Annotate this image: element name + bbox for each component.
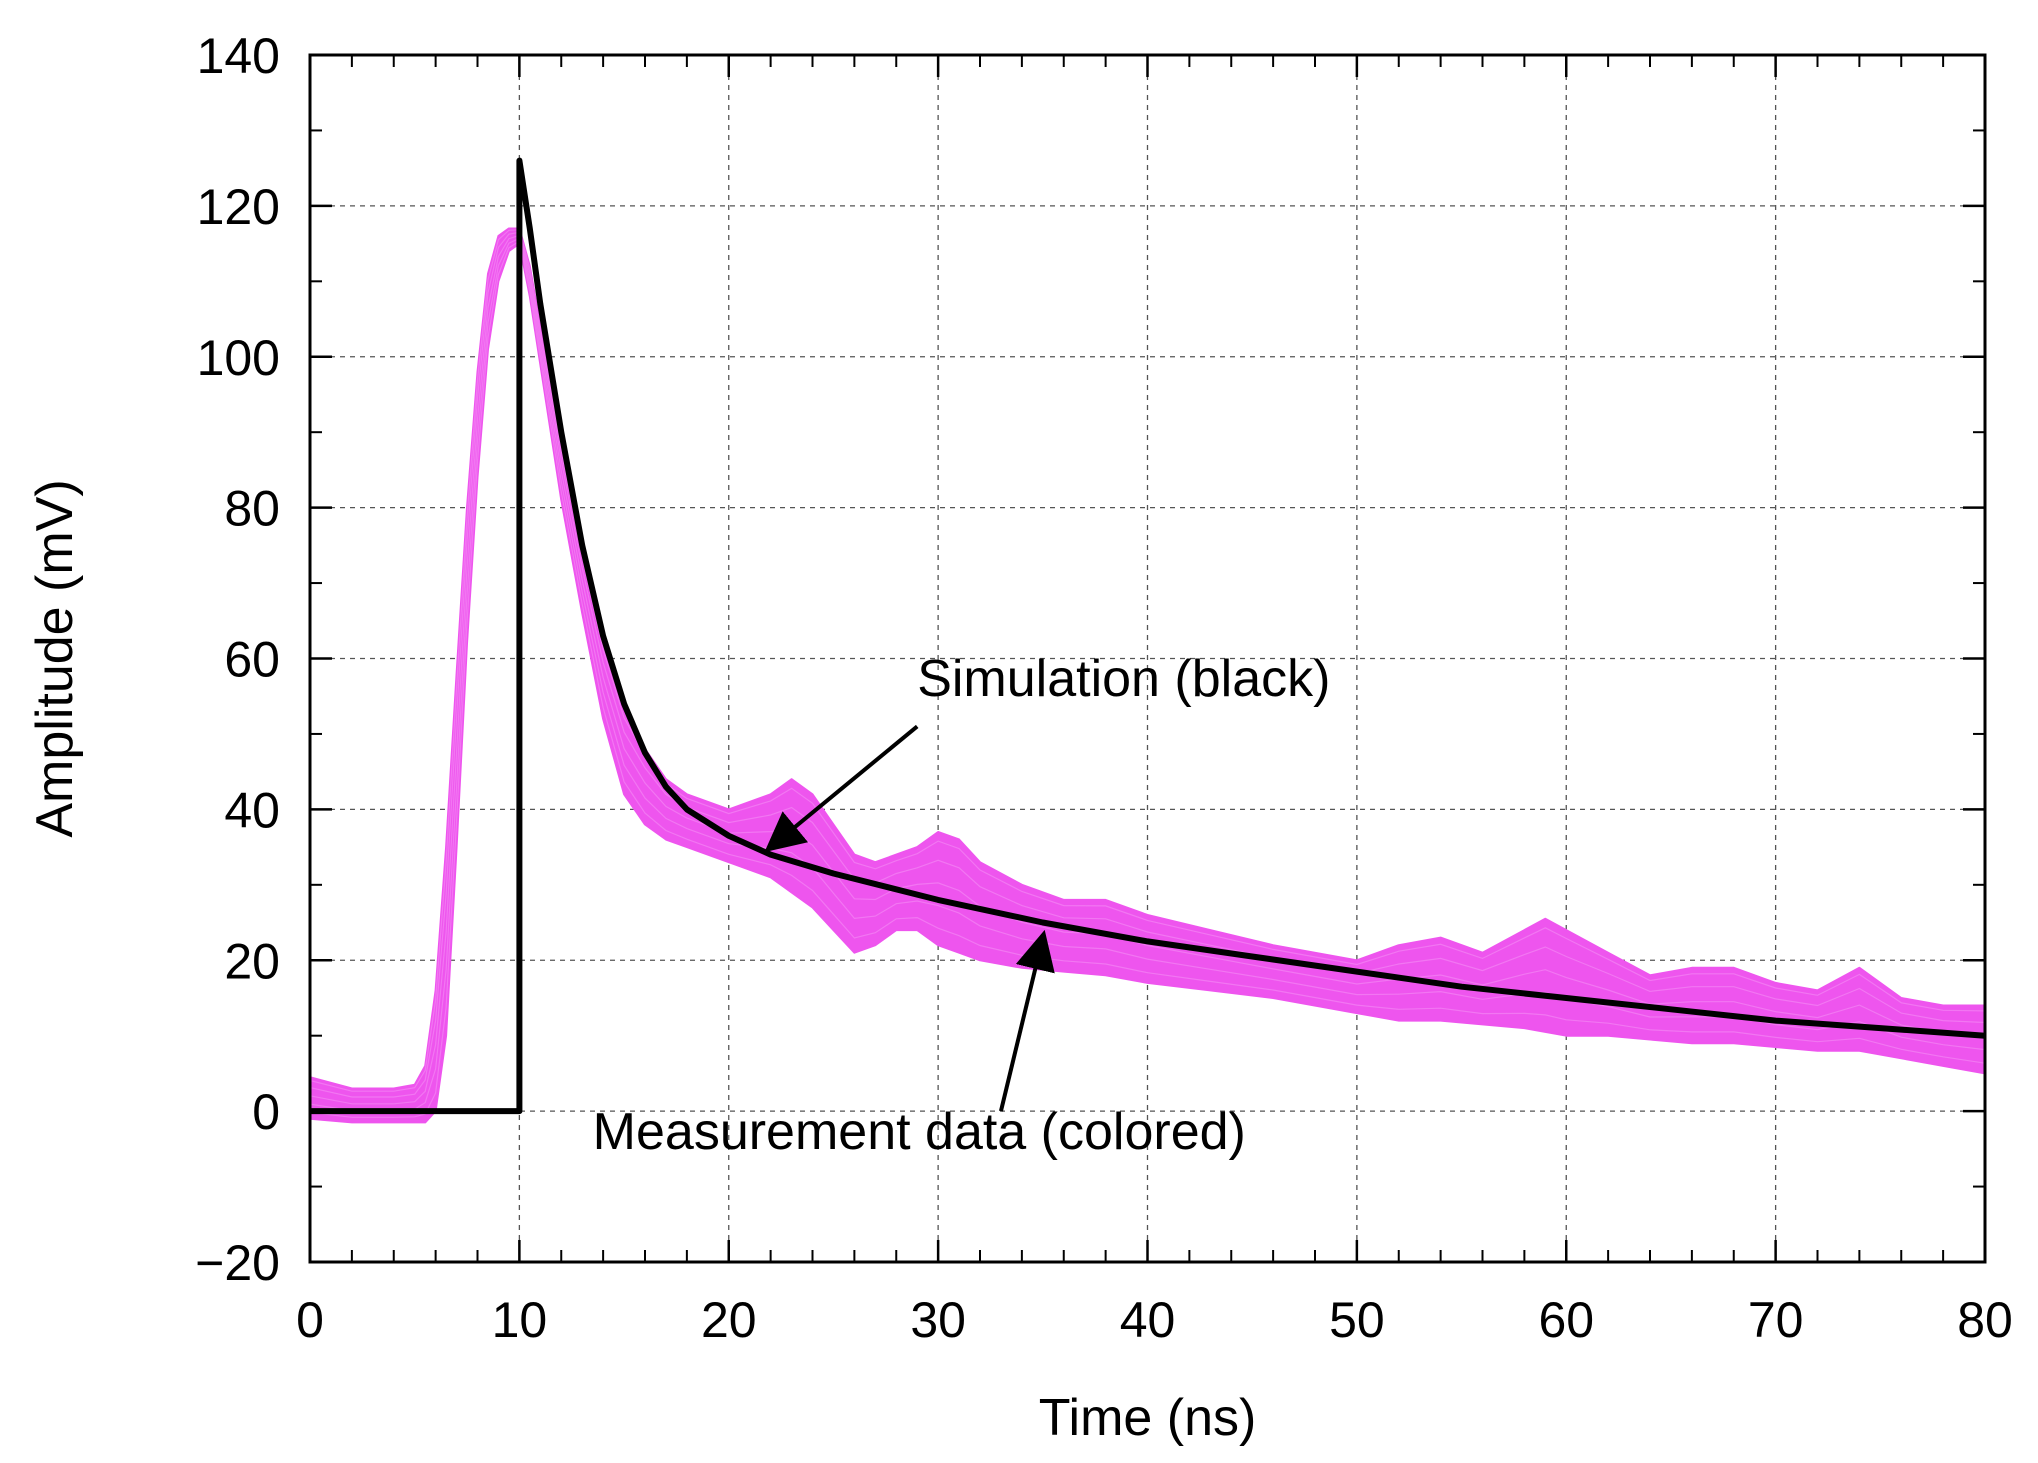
x-tick-label: 70 bbox=[1748, 1292, 1804, 1348]
y-axis-title: Amplitude (mV) bbox=[26, 479, 84, 837]
annotation-arrow-1 bbox=[998, 929, 1055, 1112]
y-tick-label: 60 bbox=[224, 632, 280, 688]
annotations: Simulation (black) Measurement data (colo… bbox=[593, 650, 1331, 1161]
x-axis-title: Time (ns) bbox=[1039, 1389, 1257, 1447]
y-tick-label: −20 bbox=[195, 1235, 280, 1291]
annotation-label-1: Measurement data (colored) bbox=[593, 1103, 1246, 1161]
x-tick-label: 60 bbox=[1538, 1292, 1594, 1348]
x-tick-label: 40 bbox=[1120, 1292, 1176, 1348]
minor-ticks bbox=[310, 55, 1985, 1262]
x-tick-label: 10 bbox=[492, 1292, 548, 1348]
annotation-arrow-0 bbox=[764, 724, 919, 853]
annotation-label-0: Simulation (black) bbox=[917, 650, 1330, 708]
x-tick-label: 50 bbox=[1329, 1292, 1385, 1348]
y-tick-label: 100 bbox=[197, 330, 280, 386]
measurement-trace-2 bbox=[309, 234, 1986, 1105]
y-tick-label: 20 bbox=[224, 933, 280, 989]
y-tick-label: 80 bbox=[224, 481, 280, 537]
y-tick-label: 40 bbox=[224, 782, 280, 838]
x-tick-label: 30 bbox=[910, 1292, 966, 1348]
y-tick-label: 120 bbox=[197, 179, 280, 235]
x-tick-label: 0 bbox=[296, 1292, 324, 1348]
measurement-trace-0 bbox=[309, 240, 1986, 1118]
grid bbox=[310, 55, 1985, 1262]
x-tick-label: 80 bbox=[1957, 1292, 2013, 1348]
plot-area bbox=[309, 157, 1986, 1124]
x-tick-label: 20 bbox=[701, 1292, 757, 1348]
simulation-line bbox=[310, 157, 1986, 1115]
y-tick-label: 0 bbox=[252, 1084, 280, 1140]
y-tick-label: 140 bbox=[197, 28, 280, 84]
measurement-trace-4 bbox=[309, 229, 1986, 1092]
axis-ticks: 0 10 20 30 40 50 60 70 80 −20 0 20 40 60 80 100 120 140 bbox=[195, 28, 2013, 1348]
